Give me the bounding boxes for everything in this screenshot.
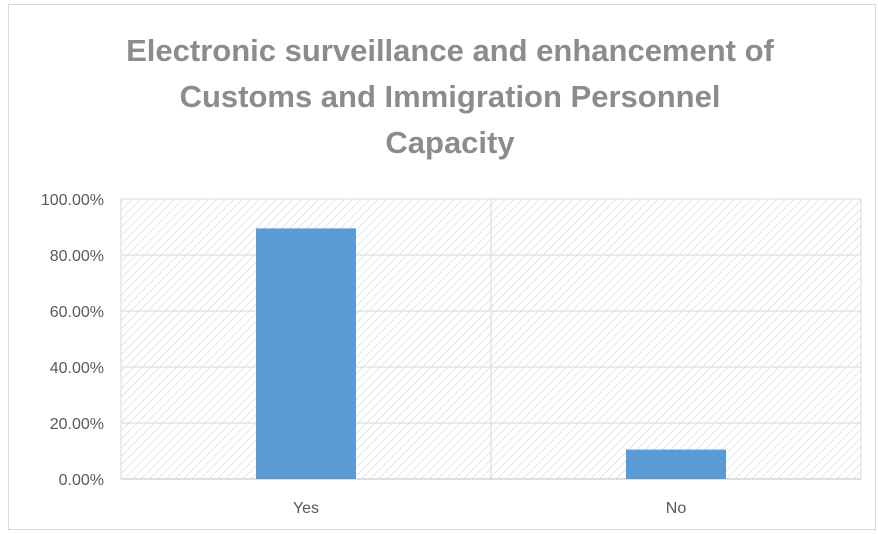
chart-title-line-2: Customs and Immigration Personnel [179, 79, 721, 114]
y-axis-ticks: 0.00% 20.00% 40.00% 60.00% 80.00% 100.00% [41, 192, 104, 489]
x-tick-label: No [666, 500, 687, 517]
gridlines [121, 198, 861, 480]
y-tick-label: 0.00% [59, 472, 104, 489]
x-tick-label: Yes [293, 500, 319, 517]
y-tick-label: 20.00% [50, 416, 104, 433]
y-tick-label: 80.00% [50, 248, 104, 265]
bar-yes [256, 228, 356, 479]
y-tick-label: 40.00% [50, 360, 104, 377]
chart-title-line-3: Capacity [385, 125, 515, 160]
y-tick-label: 60.00% [50, 304, 104, 321]
chart-title: Electronic surveillance and enhancement … [0, 28, 878, 166]
bars [256, 228, 726, 479]
x-axis-ticks: Yes No [293, 500, 686, 517]
chart-title-line-1: Electronic surveillance and enhancement … [126, 33, 774, 68]
y-tick-label: 100.00% [41, 192, 104, 209]
bar-no [626, 449, 726, 479]
